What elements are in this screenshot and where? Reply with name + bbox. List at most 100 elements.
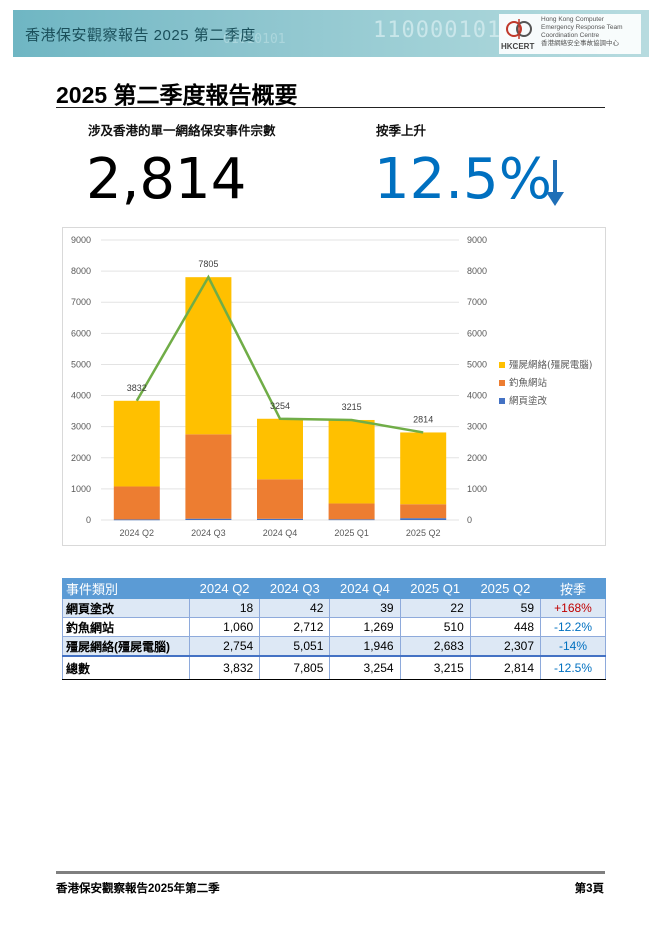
bar-segment: [328, 503, 375, 520]
bar-segment: [113, 486, 160, 520]
legend-swatch: [499, 362, 505, 368]
table-header-row: 事件類別 2024 Q2 2024 Q3 2024 Q4 2025 Q1 202…: [62, 578, 606, 599]
y2-tick-label: 5000: [467, 359, 487, 369]
bar-segment: [400, 504, 447, 519]
bar-segment: [400, 518, 447, 520]
column-header: 2025 Q1: [399, 578, 471, 599]
column-header: 2025 Q2: [469, 578, 542, 599]
table-row: 釣魚網站 1,060 2,712 1,269 510 448 -12.2%: [62, 617, 606, 637]
data-label: 7805: [198, 259, 218, 269]
y2-tick-label: 6000: [467, 328, 487, 338]
data-label: 3215: [342, 402, 362, 412]
change-cell: -12.2%: [540, 617, 606, 637]
y-tick-label: 8000: [71, 266, 91, 276]
data-label: 3832: [127, 383, 147, 393]
row-label: 殭屍網絡(殭屍電腦): [62, 636, 190, 657]
y2-tick-label: 3000: [467, 422, 487, 432]
table-cell: 1,269: [329, 617, 401, 637]
y-tick-label: 6000: [71, 328, 91, 338]
legend-label: 殭屍網絡(殭屍電腦): [509, 359, 592, 371]
legend-swatch: [499, 398, 505, 404]
bar-segment: [328, 519, 375, 521]
row-label: 總數: [62, 655, 190, 680]
data-label: 3254: [270, 401, 290, 411]
table-cell: 59: [469, 598, 542, 618]
table-cell: 448: [469, 617, 542, 637]
bar-segment: [113, 519, 160, 521]
table-row: 殭屍網絡(殭屍電腦) 2,754 5,051 1,946 2,683 2,307…: [62, 636, 606, 657]
y2-tick-label: 4000: [467, 391, 487, 401]
bar-segment: [257, 518, 303, 520]
change-label: 按季上升: [376, 124, 427, 138]
change-cell: +168%: [540, 598, 606, 618]
data-label: 2814: [413, 414, 433, 424]
column-header: 2024 Q4: [329, 578, 401, 599]
table-cell: 510: [399, 617, 471, 637]
incidents-chart-frame: 0 0 1000 1000 2000 2000 3000 3000 4000 4000 5000 50…: [62, 227, 606, 546]
table-cell: 2,754: [188, 636, 261, 657]
page-title: 2025 第二季度報告概要: [56, 82, 298, 108]
legend-label: 網頁塗改: [509, 395, 548, 407]
bar-segment: [257, 418, 303, 480]
table-cell: 3,832: [188, 655, 261, 680]
y2-tick-label: 2000: [467, 453, 487, 463]
y-tick-label: 7000: [71, 297, 91, 307]
column-header: 2024 Q2: [188, 578, 261, 599]
x-tick-label: 2025 Q2: [406, 528, 441, 538]
y-tick-label: 9000: [71, 235, 91, 245]
table-cell: 2,814: [469, 655, 542, 680]
table-cell: 1,060: [188, 617, 261, 637]
incidents-table: 事件類別 2024 Q2 2024 Q3 2024 Q4 2025 Q1 202…: [62, 578, 606, 680]
y2-tick-label: 9000: [467, 235, 487, 245]
incidents-label: 涉及香港的單一網絡保安事件宗數: [88, 124, 276, 138]
footer-report-title: 香港保安觀察報告2025年第二季: [56, 883, 220, 895]
change-value: 12.5%: [374, 147, 552, 212]
table-cell: 5,051: [259, 636, 331, 657]
logo-label: HKCERT: [501, 42, 535, 51]
header-decor-binary: 1100001010: [373, 18, 516, 43]
bar-segment: [257, 479, 303, 519]
x-tick-label: 2024 Q3: [191, 528, 226, 538]
table-cell: 1,946: [329, 636, 401, 657]
column-header: 2024 Q3: [259, 578, 331, 599]
legend-label: 釣魚網站: [509, 377, 548, 389]
hkcert-logo-icon: [506, 19, 532, 39]
y-tick-label: 4000: [71, 391, 91, 401]
table-cell: 18: [188, 598, 261, 618]
y2-tick-label: 1000: [467, 484, 487, 494]
x-tick-label: 2025 Q1: [334, 528, 369, 538]
down-arrow-icon: [546, 160, 564, 206]
table-row: 網頁塗改 18 42 39 22 59 +168%: [62, 598, 606, 618]
y2-tick-label: 0: [467, 515, 472, 525]
y2-tick-label: 7000: [467, 297, 487, 307]
column-header: 事件類別: [62, 578, 190, 599]
legend-swatch: [499, 380, 505, 386]
bar-segment: [400, 432, 447, 505]
change-cell: -12.5%: [540, 655, 606, 680]
table-cell: 42: [259, 598, 331, 618]
header-title: 香港保安觀察報告 2025 第二季度: [25, 27, 256, 44]
logo-text: Hong Kong Computer Emergency Response Te…: [541, 16, 623, 47]
table-cell: 3,215: [399, 655, 471, 680]
bar-segment: [185, 277, 232, 435]
total-line: [135, 274, 424, 434]
table-cell: 2,683: [399, 636, 471, 657]
bar-segment: [113, 400, 160, 487]
table-cell: 39: [329, 598, 401, 618]
incidents-value: 2,814: [86, 147, 247, 212]
page-number: 第3頁: [574, 883, 604, 895]
footer-divider: [56, 871, 605, 874]
table-cell: 3,254: [329, 655, 401, 680]
y-tick-label: 2000: [71, 453, 91, 463]
table-cell: 2,712: [259, 617, 331, 637]
table-total-row: 總數 3,832 7,805 3,254 3,215 2,814 -12.5%: [62, 655, 606, 680]
x-tick-label: 2024 Q2: [120, 528, 155, 538]
table-cell: 22: [399, 598, 471, 618]
row-label: 釣魚網站: [62, 617, 190, 637]
row-label: 網頁塗改: [62, 598, 190, 618]
x-tick-label: 2024 Q4: [263, 528, 298, 538]
y-tick-label: 5000: [71, 359, 91, 369]
header-decor-binary-small: 01010101: [223, 32, 286, 47]
header-banner: 01010101 1100001010 香港保安觀察報告 2025 第二季度 H…: [13, 10, 649, 57]
bar-segment: [185, 518, 232, 520]
